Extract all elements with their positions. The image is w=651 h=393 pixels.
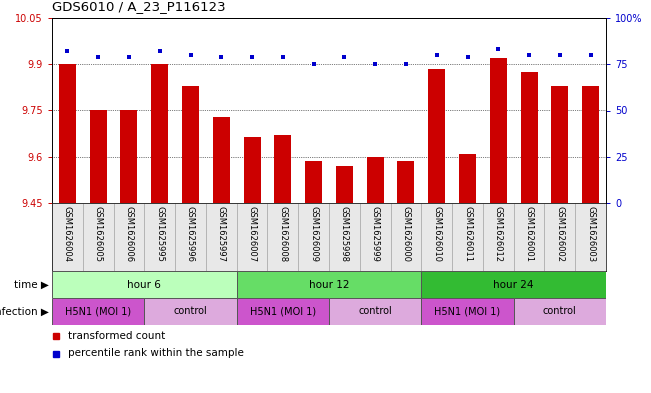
Bar	[151, 64, 168, 203]
Bar	[360, 203, 391, 271]
Text: GSM1626006: GSM1626006	[124, 206, 133, 263]
Text: GSM1626002: GSM1626002	[555, 206, 564, 263]
Text: GSM1625997: GSM1625997	[217, 206, 226, 263]
Bar	[582, 86, 599, 203]
Text: hour 24: hour 24	[493, 279, 534, 290]
Bar	[398, 162, 415, 203]
Bar	[237, 203, 268, 271]
Bar	[575, 203, 606, 271]
Text: H5N1 (MOI 1): H5N1 (MOI 1)	[250, 307, 316, 316]
Bar	[514, 298, 606, 325]
Bar	[298, 203, 329, 271]
Bar	[145, 298, 237, 325]
Bar	[367, 157, 383, 203]
Text: GSM1626001: GSM1626001	[525, 206, 534, 263]
Bar	[329, 298, 421, 325]
Bar	[52, 298, 145, 325]
Text: GSM1626004: GSM1626004	[63, 206, 72, 263]
Bar	[544, 203, 575, 271]
Text: transformed count: transformed count	[68, 331, 165, 341]
Text: GSM1626005: GSM1626005	[94, 206, 103, 263]
Text: GSM1626011: GSM1626011	[463, 206, 472, 263]
Bar	[421, 298, 514, 325]
Bar	[428, 69, 445, 203]
Bar	[305, 162, 322, 203]
Text: control: control	[174, 307, 208, 316]
Bar	[237, 298, 329, 325]
Bar	[336, 166, 353, 203]
Bar	[243, 137, 260, 203]
Text: control: control	[543, 307, 577, 316]
Text: GSM1625996: GSM1625996	[186, 206, 195, 263]
Bar	[514, 203, 544, 271]
Text: percentile rank within the sample: percentile rank within the sample	[68, 349, 244, 358]
Text: GDS6010 / A_23_P116123: GDS6010 / A_23_P116123	[52, 0, 226, 13]
Bar	[483, 203, 514, 271]
Bar	[206, 203, 237, 271]
Bar	[83, 203, 113, 271]
Text: H5N1 (MOI 1): H5N1 (MOI 1)	[434, 307, 501, 316]
Text: GSM1626000: GSM1626000	[402, 206, 410, 263]
Bar	[52, 203, 83, 271]
Text: GSM1625998: GSM1625998	[340, 206, 349, 263]
Text: GSM1625995: GSM1625995	[155, 206, 164, 262]
Bar	[175, 203, 206, 271]
Bar	[145, 203, 175, 271]
Bar	[391, 203, 421, 271]
Bar	[237, 271, 421, 298]
Text: GSM1626003: GSM1626003	[586, 206, 595, 263]
Text: GSM1626009: GSM1626009	[309, 206, 318, 263]
Bar	[182, 86, 199, 203]
Bar	[329, 203, 360, 271]
Bar	[52, 271, 237, 298]
Bar	[268, 203, 298, 271]
Text: H5N1 (MOI 1): H5N1 (MOI 1)	[65, 307, 132, 316]
Text: infection ▶: infection ▶	[0, 307, 49, 316]
Text: GSM1626012: GSM1626012	[493, 206, 503, 263]
Bar	[59, 64, 76, 203]
Bar	[113, 203, 145, 271]
Text: GSM1626010: GSM1626010	[432, 206, 441, 263]
Bar	[459, 154, 476, 203]
Bar	[452, 203, 483, 271]
Bar	[490, 58, 506, 203]
Bar	[90, 110, 107, 203]
Text: GSM1626007: GSM1626007	[247, 206, 256, 263]
Bar	[274, 135, 291, 203]
Text: hour 6: hour 6	[128, 279, 161, 290]
Bar	[551, 86, 568, 203]
Bar	[421, 203, 452, 271]
Text: time ▶: time ▶	[14, 279, 49, 290]
Text: hour 12: hour 12	[309, 279, 349, 290]
Text: control: control	[358, 307, 392, 316]
Bar	[213, 117, 230, 203]
Text: GSM1625999: GSM1625999	[370, 206, 380, 262]
Text: GSM1626008: GSM1626008	[279, 206, 287, 263]
Bar	[120, 110, 137, 203]
Bar	[421, 271, 606, 298]
Bar	[521, 72, 538, 203]
